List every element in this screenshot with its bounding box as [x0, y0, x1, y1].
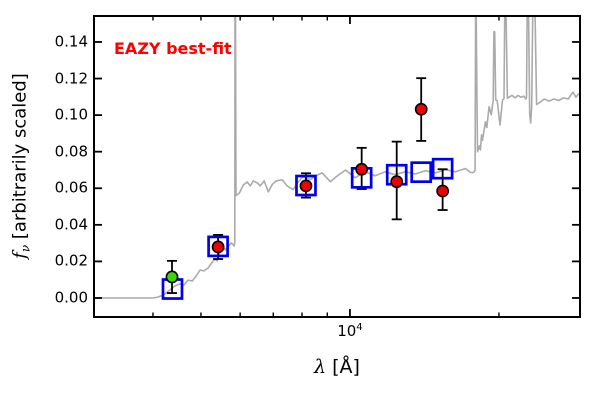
- observed-point-red: [299, 179, 313, 193]
- x-axis-label: λ [Å]: [314, 356, 360, 378]
- x-axis-unit: [Å]: [326, 356, 360, 378]
- observed-point-green: [165, 270, 179, 284]
- y-axis-symbol: f: [9, 252, 31, 259]
- x-axis-symbol: λ: [314, 356, 327, 378]
- model-spectrum-line: [94, 16, 580, 299]
- x-tick-label: 104: [337, 322, 363, 340]
- observed-point-red: [390, 175, 404, 189]
- y-tick-label: 0.00: [54, 288, 88, 307]
- y-axis-label: fν [arbitrarily scaled]: [10, 73, 33, 259]
- y-axis-subscript: ν: [18, 244, 33, 253]
- annotation-eazy-best-fit: EAZY best-fit: [114, 39, 232, 58]
- observed-point-red: [355, 162, 369, 176]
- axes-spines: [93, 15, 581, 318]
- model-photometry-square: [295, 174, 317, 197]
- model-photometry-square: [410, 161, 433, 184]
- observed-point-red: [414, 102, 428, 116]
- y-tick-label: 0.10: [54, 105, 88, 124]
- observed-point-red: [211, 240, 225, 254]
- observed-point-red: [436, 184, 450, 198]
- y-tick-label: 0.04: [54, 215, 88, 234]
- model-photometry-square: [207, 235, 229, 258]
- y-tick-label: 0.02: [54, 251, 88, 270]
- y-tick-label: 0.12: [54, 68, 88, 87]
- y-tick-label: 0.06: [54, 178, 88, 197]
- y-tick-label: 0.08: [54, 141, 88, 160]
- y-tick-label: 0.14: [54, 32, 88, 51]
- model-photometry-square: [431, 157, 454, 180]
- y-axis-text: [arbitrarily scaled]: [9, 73, 31, 245]
